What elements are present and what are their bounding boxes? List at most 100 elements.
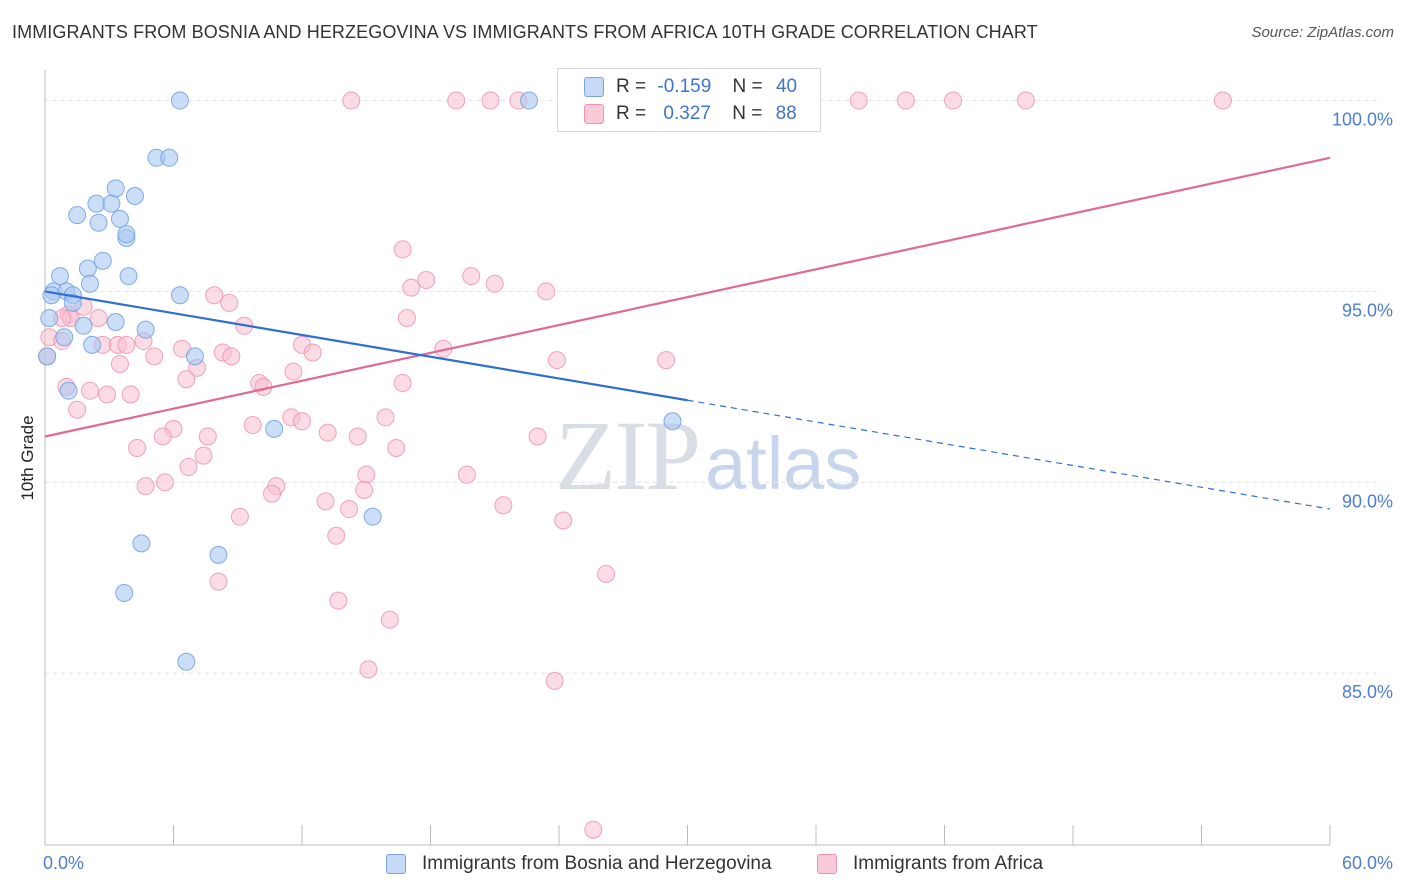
n-label: N =: [732, 103, 763, 124]
africa-point: [462, 267, 481, 286]
bosnia-point: [663, 412, 682, 431]
y-tick-label: 95.0%: [1342, 300, 1393, 320]
correlation-legend: R = -0.159 N = 40 R = 0.327 N = 88: [557, 68, 821, 132]
africa-point: [355, 480, 374, 499]
africa-point: [263, 484, 282, 503]
r-value-africa: 0.327: [663, 103, 711, 124]
africa-point: [220, 293, 239, 312]
africa-point: [402, 278, 421, 297]
legend-swatch-bosnia: [584, 77, 604, 97]
bosnia-point: [110, 209, 129, 228]
bosnia-point: [209, 545, 228, 564]
africa-point: [222, 347, 241, 366]
bosnia-trendline-extension: [687, 399, 1331, 510]
bosnia-point: [80, 274, 99, 293]
r-label: R =: [616, 76, 647, 97]
bosnia-point: [87, 194, 106, 213]
x-tick-label: 60.0%: [1342, 853, 1393, 873]
africa-point: [155, 473, 174, 492]
africa-point: [528, 427, 547, 446]
africa-point: [359, 660, 378, 679]
bosnia-point: [117, 225, 136, 244]
africa-point: [177, 370, 196, 389]
legend-swatch-africa: [817, 854, 837, 874]
legend-label-bosnia: Immigrants from Bosnia and Herzegovina: [422, 853, 772, 874]
bosnia-point: [265, 419, 284, 438]
africa-point: [198, 427, 217, 446]
bosnia-point: [68, 206, 87, 225]
africa-point: [393, 374, 412, 393]
bosnia-point: [74, 316, 93, 335]
africa-point: [380, 610, 399, 629]
africa-point: [153, 427, 172, 446]
legend-item-bosnia: Immigrants from Bosnia and Herzegovina: [386, 851, 772, 877]
bosnia-point: [160, 148, 179, 167]
africa-point: [243, 416, 262, 435]
africa-point: [117, 335, 136, 354]
bosnia-point: [132, 534, 151, 553]
r-value-bosnia: -0.159: [657, 76, 712, 97]
africa-point: [597, 564, 616, 583]
bosnia-point: [83, 335, 102, 354]
africa-point: [136, 477, 155, 496]
bosnia-point: [170, 286, 189, 305]
legend-item-africa: Immigrants from Africa: [817, 851, 1043, 877]
africa-point: [342, 91, 361, 110]
bosnia-point: [106, 312, 125, 331]
africa-point: [537, 282, 556, 301]
africa-point: [68, 400, 87, 419]
africa-point: [318, 423, 337, 442]
bosnia-point: [363, 507, 382, 526]
africa-point: [1213, 91, 1232, 110]
bosnia-point: [89, 213, 108, 232]
africa-point: [584, 820, 603, 839]
bosnia-point: [50, 267, 69, 286]
bosnia-point: [93, 251, 112, 270]
africa-point: [80, 381, 99, 400]
bosnia-trendline: [44, 290, 688, 402]
legend-label-africa: Immigrants from Africa: [853, 853, 1044, 874]
africa-point: [209, 572, 228, 591]
africa-point: [110, 354, 129, 373]
africa-point: [329, 591, 348, 610]
africa-point: [179, 458, 198, 477]
africa-point: [393, 240, 412, 259]
africa-point: [554, 511, 573, 530]
africa-point: [89, 309, 108, 328]
bosnia-point: [42, 286, 61, 305]
legend-swatch-africa: [584, 104, 604, 124]
chart-title: IMMIGRANTS FROM BOSNIA AND HERZEGOVINA V…: [12, 22, 1038, 42]
africa-point: [387, 438, 406, 457]
y-tick-label: 85.0%: [1342, 682, 1393, 702]
africa-point: [447, 91, 466, 110]
africa-point: [303, 343, 322, 362]
bosnia-point: [106, 179, 125, 198]
africa-point: [376, 408, 395, 427]
africa-point: [357, 465, 376, 484]
africa-point: [327, 526, 346, 545]
africa-point: [145, 347, 164, 366]
bosnia-point: [78, 259, 97, 278]
africa-point: [128, 438, 147, 457]
africa-point: [293, 412, 311, 431]
bosnia-point: [520, 91, 539, 110]
africa-point: [121, 385, 140, 404]
bosnia-point: [59, 381, 78, 400]
r-label: R =: [616, 103, 647, 124]
africa-point: [230, 507, 249, 526]
bosnia-point: [40, 309, 59, 328]
africa-point: [494, 496, 513, 515]
africa-point: [397, 309, 416, 328]
watermark-atlas: atlas: [705, 422, 862, 505]
africa-point: [98, 385, 117, 404]
y-tick-label: 90.0%: [1342, 491, 1393, 511]
africa-point: [194, 446, 213, 465]
y-tick-label: 100.0%: [1332, 110, 1393, 130]
africa-point: [657, 351, 676, 370]
africa-point: [944, 91, 963, 110]
n-value-bosnia: 40: [775, 76, 798, 97]
bosnia-point: [125, 186, 144, 205]
africa-point: [348, 427, 367, 446]
bosnia-point: [119, 267, 138, 286]
africa-point: [547, 351, 566, 370]
